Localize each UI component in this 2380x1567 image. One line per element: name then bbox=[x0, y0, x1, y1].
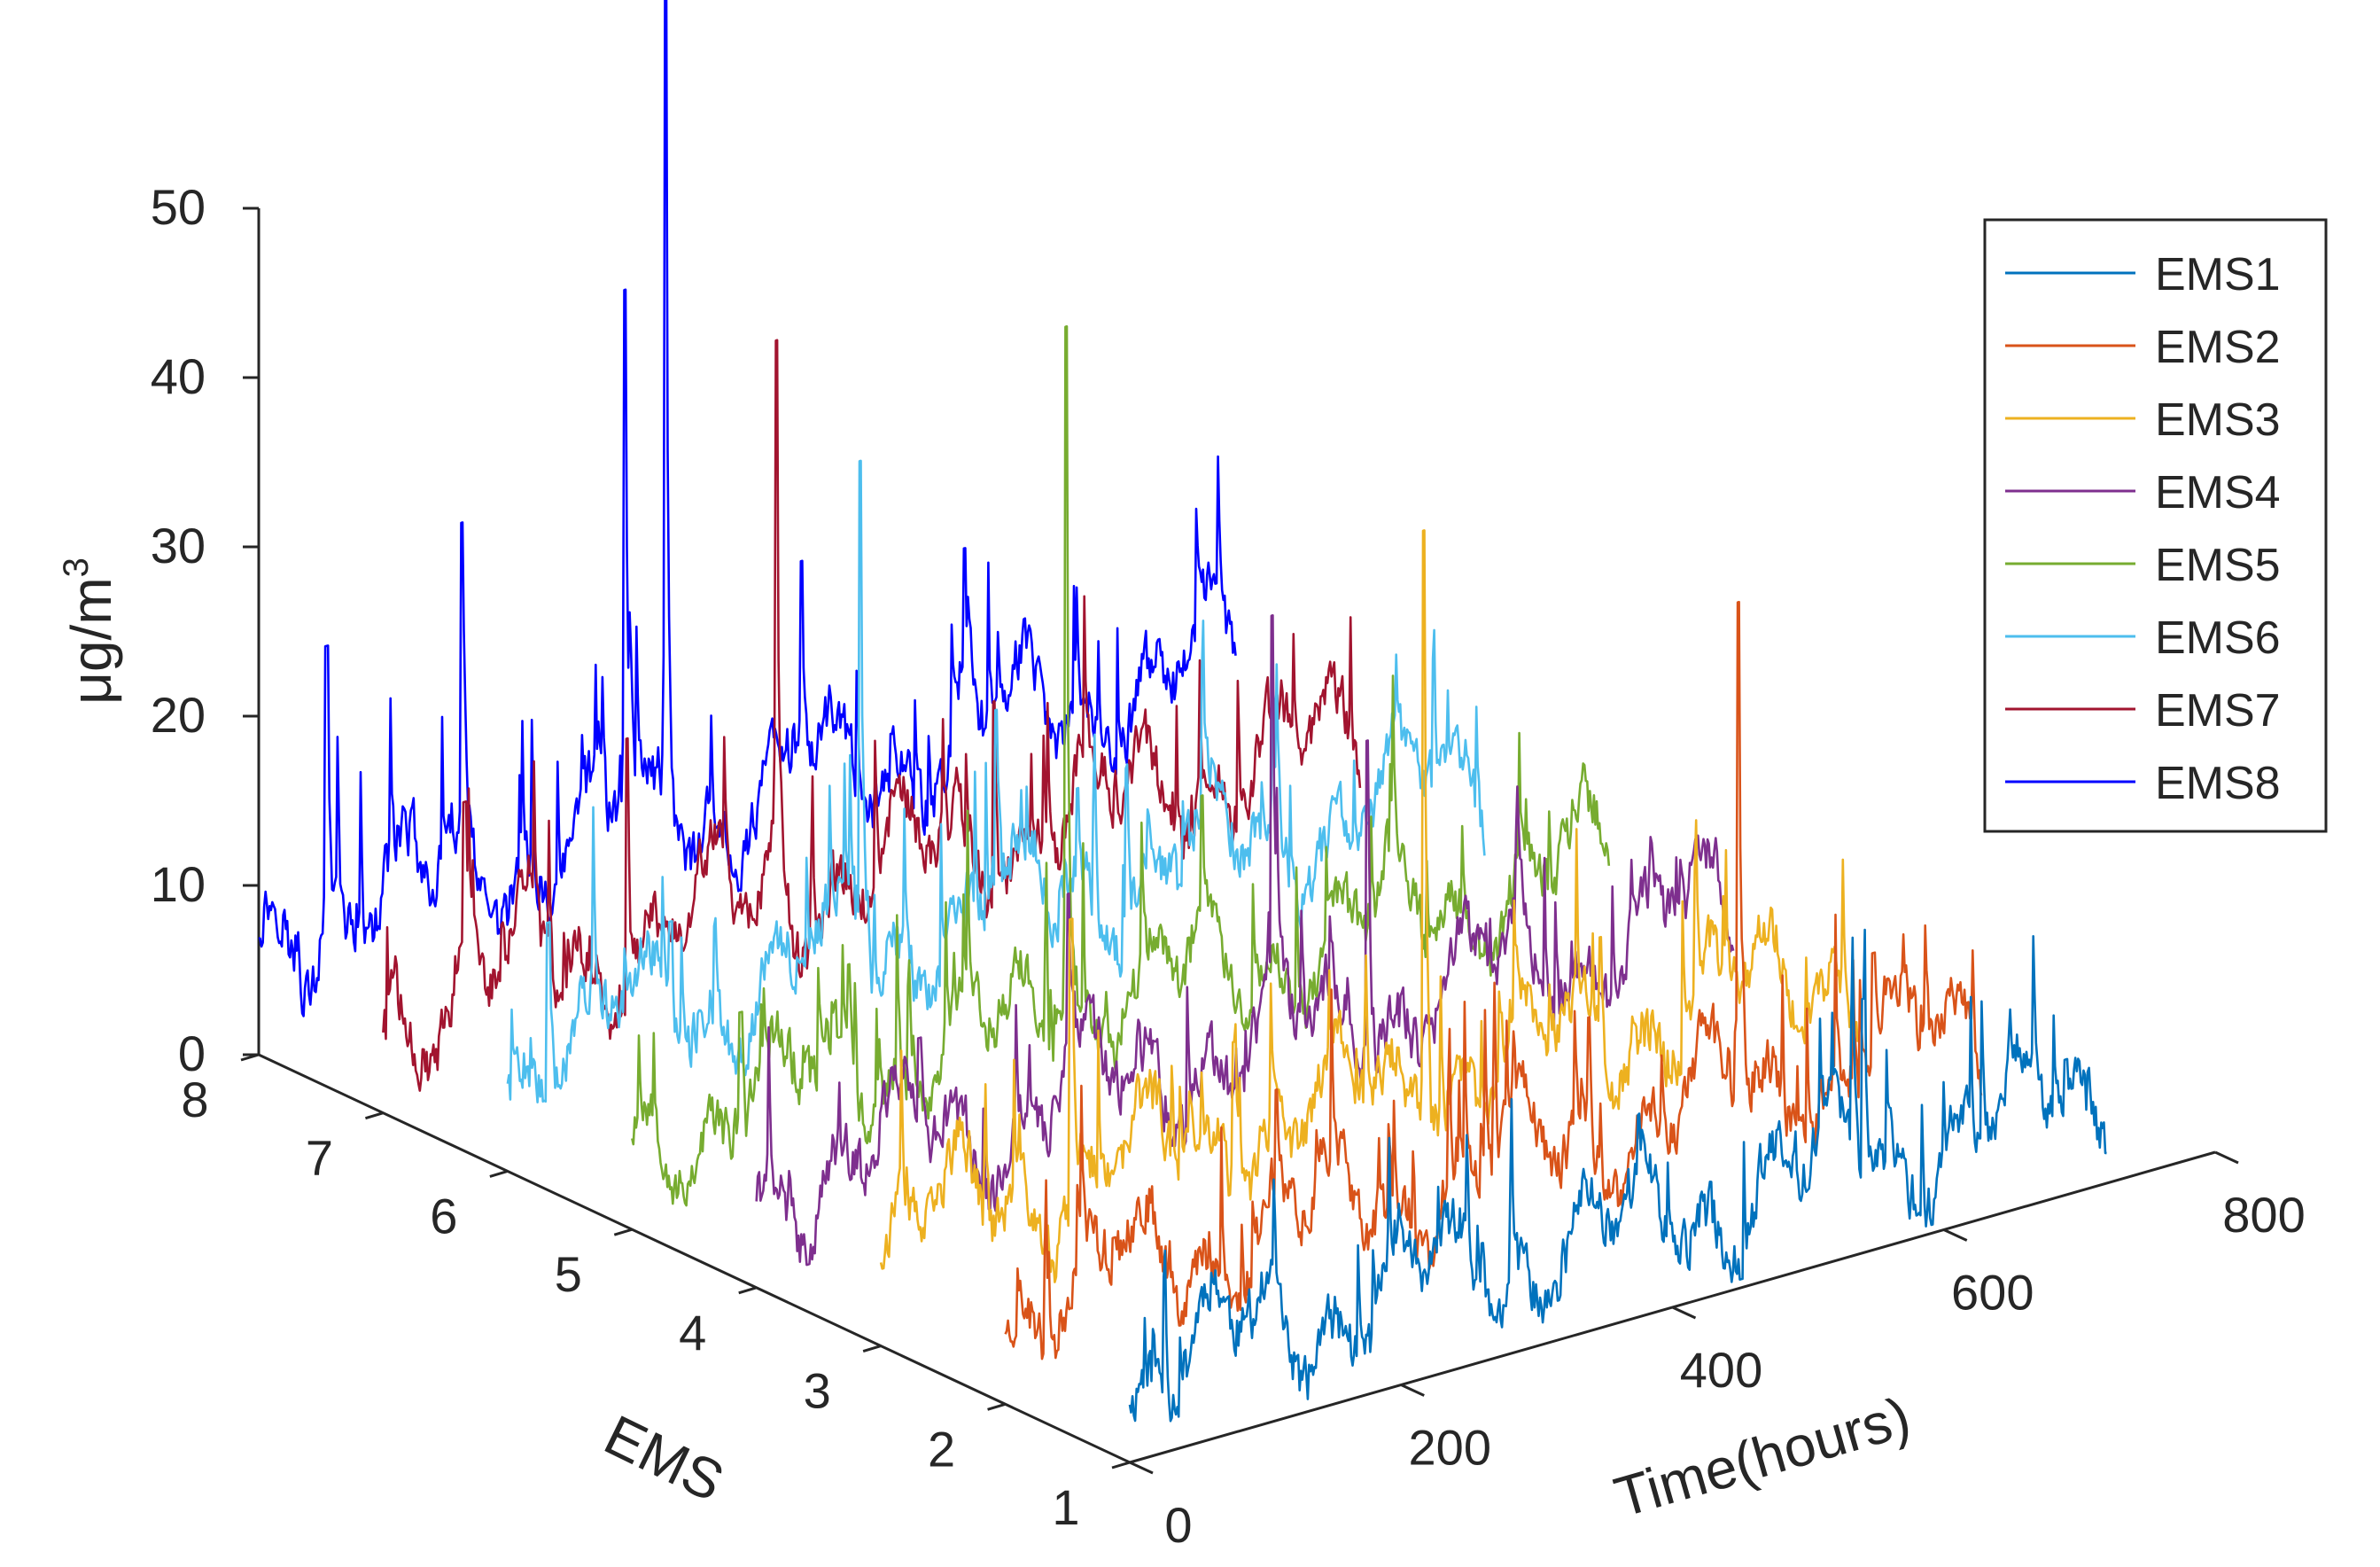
series-line-ems4 bbox=[755, 613, 1735, 1267]
time-tick-mark bbox=[2214, 1150, 2239, 1165]
legend-label-ems6: EMS6 bbox=[2155, 612, 2281, 664]
z-axis-ticks: 0 10 20 30 40 50 bbox=[151, 179, 259, 1081]
z-axis-title: μg/m3 bbox=[57, 557, 123, 705]
time-tick-mark bbox=[1129, 1461, 1154, 1475]
time-tick-label: 400 bbox=[1680, 1342, 1762, 1398]
ems-axis-line bbox=[258, 1053, 1131, 1464]
ems-tick-label: 2 bbox=[928, 1421, 955, 1477]
z-tick-label: 40 bbox=[151, 348, 206, 404]
time-tick-mark bbox=[1400, 1384, 1425, 1397]
legend-label-ems1: EMS1 bbox=[2155, 249, 2281, 300]
time-tick-label: 0 bbox=[1164, 1497, 1192, 1553]
time-tick-label: 600 bbox=[1951, 1265, 2034, 1321]
ems-axis-ticks: 1 2 3 4 5 6 7 8 bbox=[181, 1053, 1131, 1535]
time-tick-mark bbox=[1671, 1306, 1697, 1320]
series-line-ems1 bbox=[1128, 928, 2107, 1423]
ems-tick-label: 6 bbox=[430, 1188, 457, 1243]
ems-tick-mark bbox=[489, 1169, 509, 1178]
series-line-ems2 bbox=[1004, 600, 1983, 1360]
legend: EMS1 EMS2 EMS3 EMS4 EMS5 EMS6 EMS7 EMS8 bbox=[1983, 218, 2328, 833]
z-tick-label: 10 bbox=[151, 856, 206, 912]
time-tick-label: 800 bbox=[2222, 1187, 2305, 1243]
legend-label-ems5: EMS5 bbox=[2155, 540, 2281, 591]
time-axis-ticks: 0 200 400 600 800 bbox=[1129, 1150, 2306, 1553]
ems-tick-mark bbox=[738, 1286, 758, 1295]
time-tick-mark bbox=[1943, 1228, 1968, 1242]
z-tick-label: 20 bbox=[151, 687, 206, 743]
series-lines bbox=[258, 0, 2107, 1423]
z-tick-label: 0 bbox=[178, 1025, 206, 1081]
ems-tick-label: 5 bbox=[555, 1246, 582, 1302]
ems-tick-label: 1 bbox=[1052, 1479, 1079, 1535]
ems-tick-label: 7 bbox=[306, 1130, 333, 1186]
legend-box bbox=[1983, 218, 2328, 833]
ems-tick-mark bbox=[1111, 1461, 1131, 1470]
ems-tick-mark bbox=[987, 1402, 1007, 1411]
z-tick-label: 30 bbox=[151, 518, 206, 573]
time-tick-label: 200 bbox=[1409, 1420, 1491, 1476]
ems-tick-label: 8 bbox=[181, 1072, 208, 1127]
z-tick-label: 50 bbox=[151, 179, 206, 235]
ems-axis-title: EMS bbox=[595, 1402, 734, 1514]
series-line-ems6 bbox=[506, 459, 1486, 1103]
time-axis-title: Time(hours) bbox=[1607, 1384, 1917, 1530]
ems-tick-mark bbox=[364, 1111, 384, 1120]
legend-label-ems8: EMS8 bbox=[2155, 758, 2281, 809]
series-line-ems8 bbox=[258, 0, 1237, 1017]
ems-tick-label: 3 bbox=[804, 1363, 831, 1419]
ems-tick-label: 4 bbox=[679, 1305, 706, 1360]
axes bbox=[257, 208, 2216, 1464]
legend-label-ems7: EMS7 bbox=[2155, 685, 2281, 737]
legend-label-ems2: EMS2 bbox=[2155, 322, 2281, 373]
ems-tick-mark bbox=[240, 1053, 260, 1062]
ems-tick-mark bbox=[862, 1345, 882, 1353]
legend-label-ems3: EMS3 bbox=[2155, 394, 2281, 446]
legend-label-ems4: EMS4 bbox=[2155, 467, 2281, 518]
series-line-ems5 bbox=[631, 324, 1611, 1207]
ems-tick-mark bbox=[613, 1228, 633, 1236]
